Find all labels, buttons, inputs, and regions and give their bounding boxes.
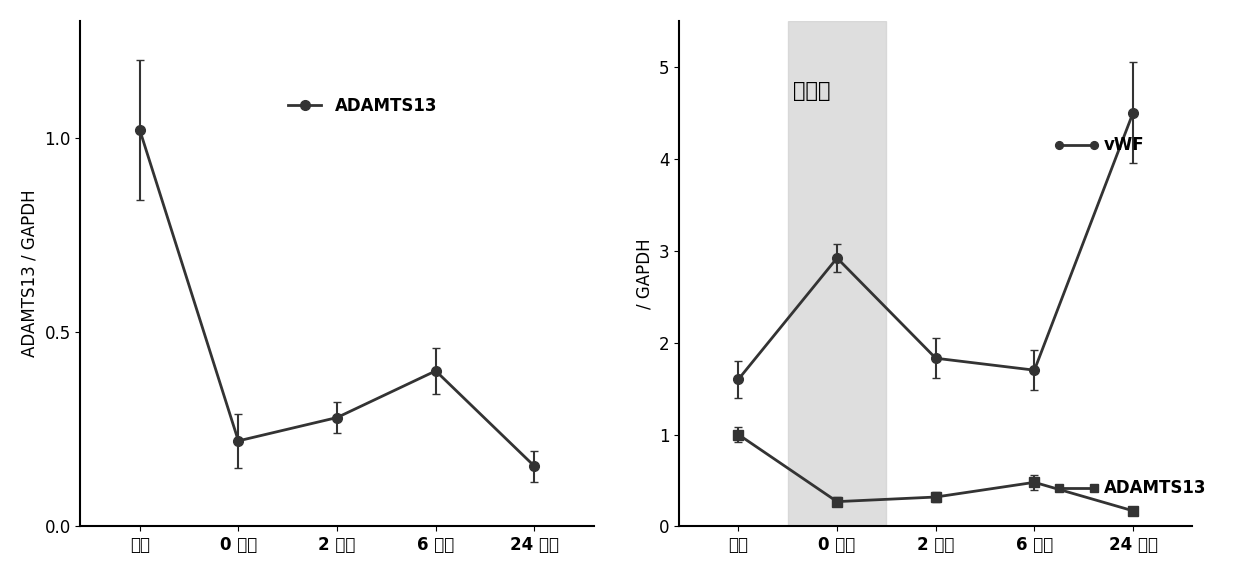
- Y-axis label: / GAPDH: / GAPDH: [635, 238, 653, 309]
- Legend: ADAMTS13: ADAMTS13: [281, 90, 444, 121]
- Y-axis label: ADAMTS13 / GAPDH: ADAMTS13 / GAPDH: [21, 190, 38, 358]
- Bar: [787, 21, 887, 527]
- Text: vWF: vWF: [1104, 136, 1145, 154]
- Text: 肝缺血: 肝缺血: [792, 81, 830, 101]
- Text: ADAMTS13: ADAMTS13: [1104, 479, 1207, 497]
